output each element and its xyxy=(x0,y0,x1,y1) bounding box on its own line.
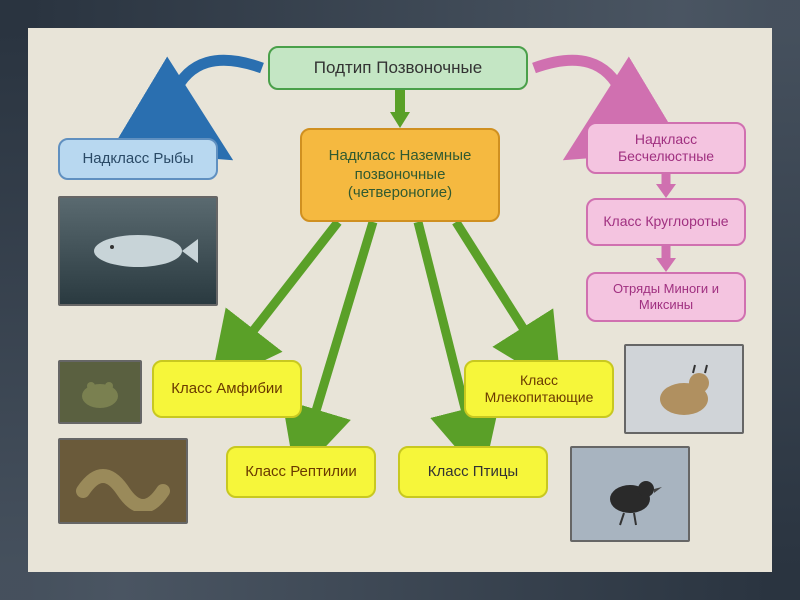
node-mammal-label: Класс Млекопитающие xyxy=(474,372,604,407)
image-lynx xyxy=(624,344,744,434)
node-reptile: Класс Рептилии xyxy=(226,446,376,498)
image-bird xyxy=(570,446,690,542)
arrow-jawless-cyclo xyxy=(656,174,676,200)
node-root-label: Подтип Позвоночные xyxy=(314,57,482,78)
slide-canvas: Подтип Позвоночные Надкласс Рыбы Надклас… xyxy=(28,28,772,572)
node-orders: Отряды Миноги и Миксины xyxy=(586,272,746,322)
node-fish: Надкласс Рыбы xyxy=(58,138,218,180)
node-birds: Класс Птицы xyxy=(398,446,548,498)
node-jawless: Надкласс Бесчелюстные xyxy=(586,122,746,174)
node-orders-label: Отряды Миноги и Миксины xyxy=(596,281,736,314)
node-reptile-label: Класс Рептилии xyxy=(245,463,357,482)
node-cyclo-label: Класс Круглоротые xyxy=(603,213,728,231)
node-fish-label: Надкласс Рыбы xyxy=(82,150,193,169)
node-amphib: Класс Амфибии xyxy=(152,360,302,418)
node-land-label: Надкласс Наземные позвоночные (четвероно… xyxy=(310,147,490,203)
node-root: Подтип Позвоночные xyxy=(268,46,528,90)
snake-icon xyxy=(73,451,173,511)
node-birds-label: Класс Птицы xyxy=(428,463,518,482)
node-jawless-label: Надкласс Бесчелюстные xyxy=(596,131,736,166)
lynx-icon xyxy=(649,359,719,419)
image-snake xyxy=(58,438,188,524)
node-mammal: Класс Млекопитающие xyxy=(464,360,614,418)
node-amphib-label: Класс Амфибии xyxy=(171,380,282,399)
node-land: Надкласс Наземные позвоночные (четвероно… xyxy=(300,128,500,222)
arrow-cyclo-orders xyxy=(656,246,676,274)
frog-icon xyxy=(75,374,125,410)
fish-icon xyxy=(78,221,198,281)
image-fish xyxy=(58,196,218,306)
curve-left-arrow xyxy=(156,50,266,140)
arrow-root-land xyxy=(390,90,410,130)
node-cyclo: Класс Круглоротые xyxy=(586,198,746,246)
bird-icon xyxy=(590,459,670,529)
image-frog xyxy=(58,360,142,424)
